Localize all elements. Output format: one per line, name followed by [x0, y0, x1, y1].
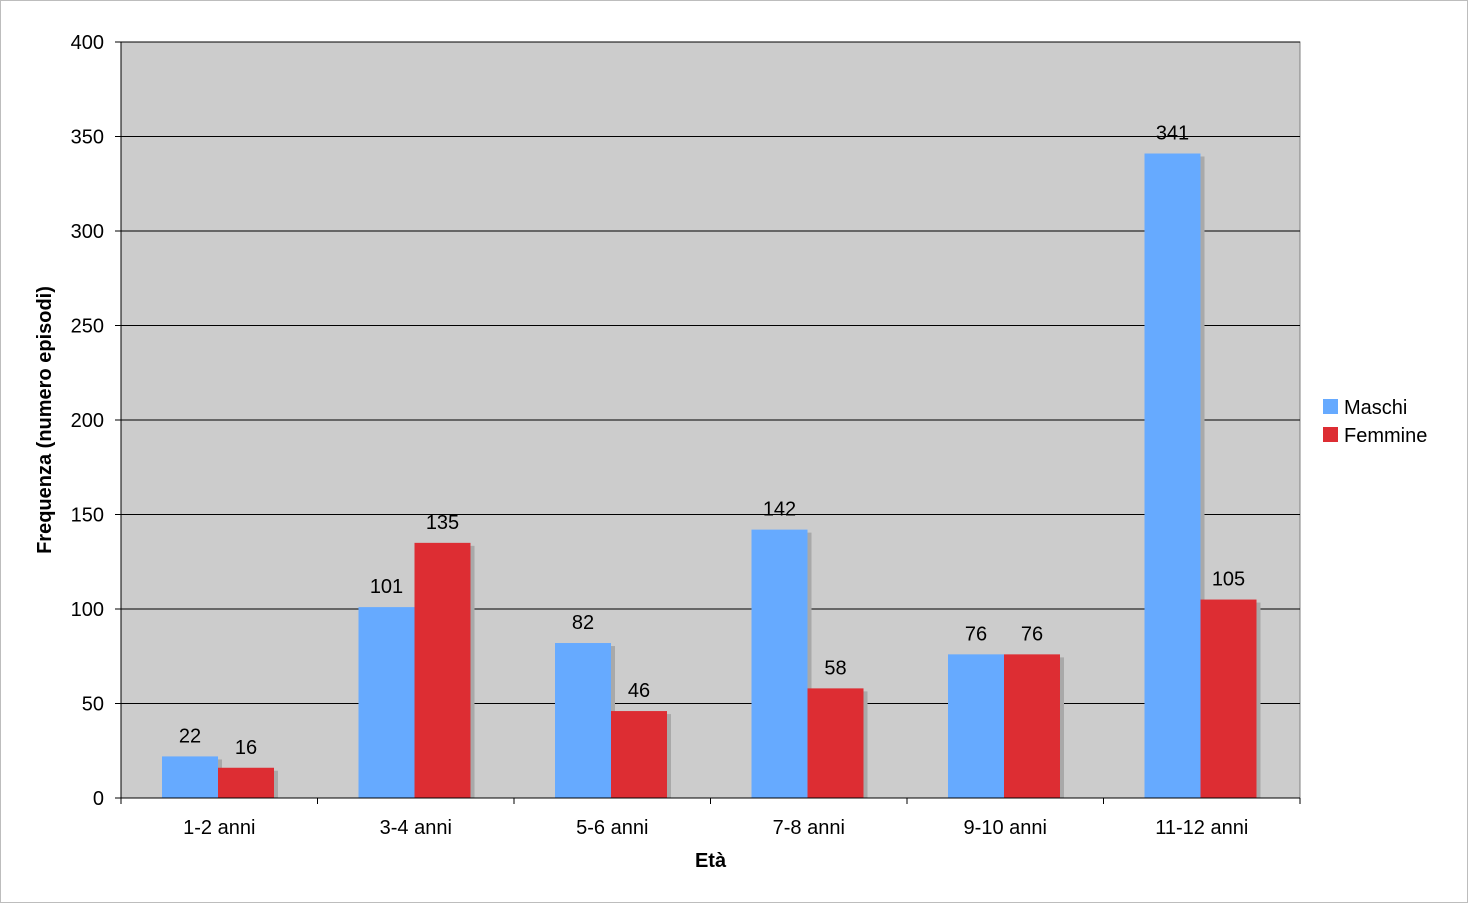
bar: [751, 529, 808, 798]
bar: [1004, 654, 1060, 798]
bar: [218, 767, 274, 798]
y-tick-label: 50: [82, 694, 104, 716]
y-tick-label: 150: [71, 505, 104, 527]
data-label: 22: [179, 725, 201, 747]
data-label: 76: [1021, 623, 1043, 645]
y-tick-label: 400: [71, 32, 104, 54]
data-label: 341: [1156, 123, 1189, 145]
x-tick-label: 5-6 anni: [576, 817, 648, 839]
bar: [611, 711, 667, 798]
y-tick-label: 350: [71, 127, 104, 149]
x-axis-title: Età: [695, 850, 727, 872]
y-tick-label: 300: [71, 221, 104, 243]
data-label: 16: [235, 737, 257, 759]
data-label: 142: [763, 499, 796, 521]
y-tick-label: 100: [71, 599, 104, 621]
bar: [358, 607, 415, 798]
y-tick-label: 250: [71, 316, 104, 338]
legend-swatch: [1323, 427, 1338, 442]
bar: [555, 643, 611, 798]
bar: [948, 654, 1004, 798]
bar: [1144, 153, 1201, 798]
x-tick-label: 9-10 anni: [964, 817, 1047, 839]
data-label: 58: [824, 657, 846, 679]
x-tick-label: 3-4 anni: [380, 817, 452, 839]
bar: [414, 542, 471, 798]
x-tick-label: 1-2 anni: [183, 817, 255, 839]
y-axis-title: Frequenza (numero episodi): [34, 286, 56, 554]
data-label: 82: [572, 612, 594, 634]
bar: [807, 688, 864, 798]
data-label: 101: [370, 576, 403, 598]
data-label: 135: [426, 512, 459, 534]
data-label: 105: [1212, 569, 1245, 591]
y-tick-label: 0: [93, 788, 104, 810]
legend: Maschi Femmine: [1323, 397, 1427, 447]
legend-entry: Femmine: [1344, 425, 1427, 447]
x-tick-label: 7-8 anni: [773, 817, 845, 839]
data-label: 76: [965, 623, 987, 645]
bar: [1200, 599, 1257, 798]
legend-swatch: [1323, 399, 1338, 414]
bar: [162, 756, 218, 798]
data-label: 46: [628, 680, 650, 702]
x-tick-label: 11-12 anni: [1155, 817, 1248, 839]
y-tick-label: 200: [71, 410, 104, 432]
legend-entry: Maschi: [1344, 397, 1407, 419]
